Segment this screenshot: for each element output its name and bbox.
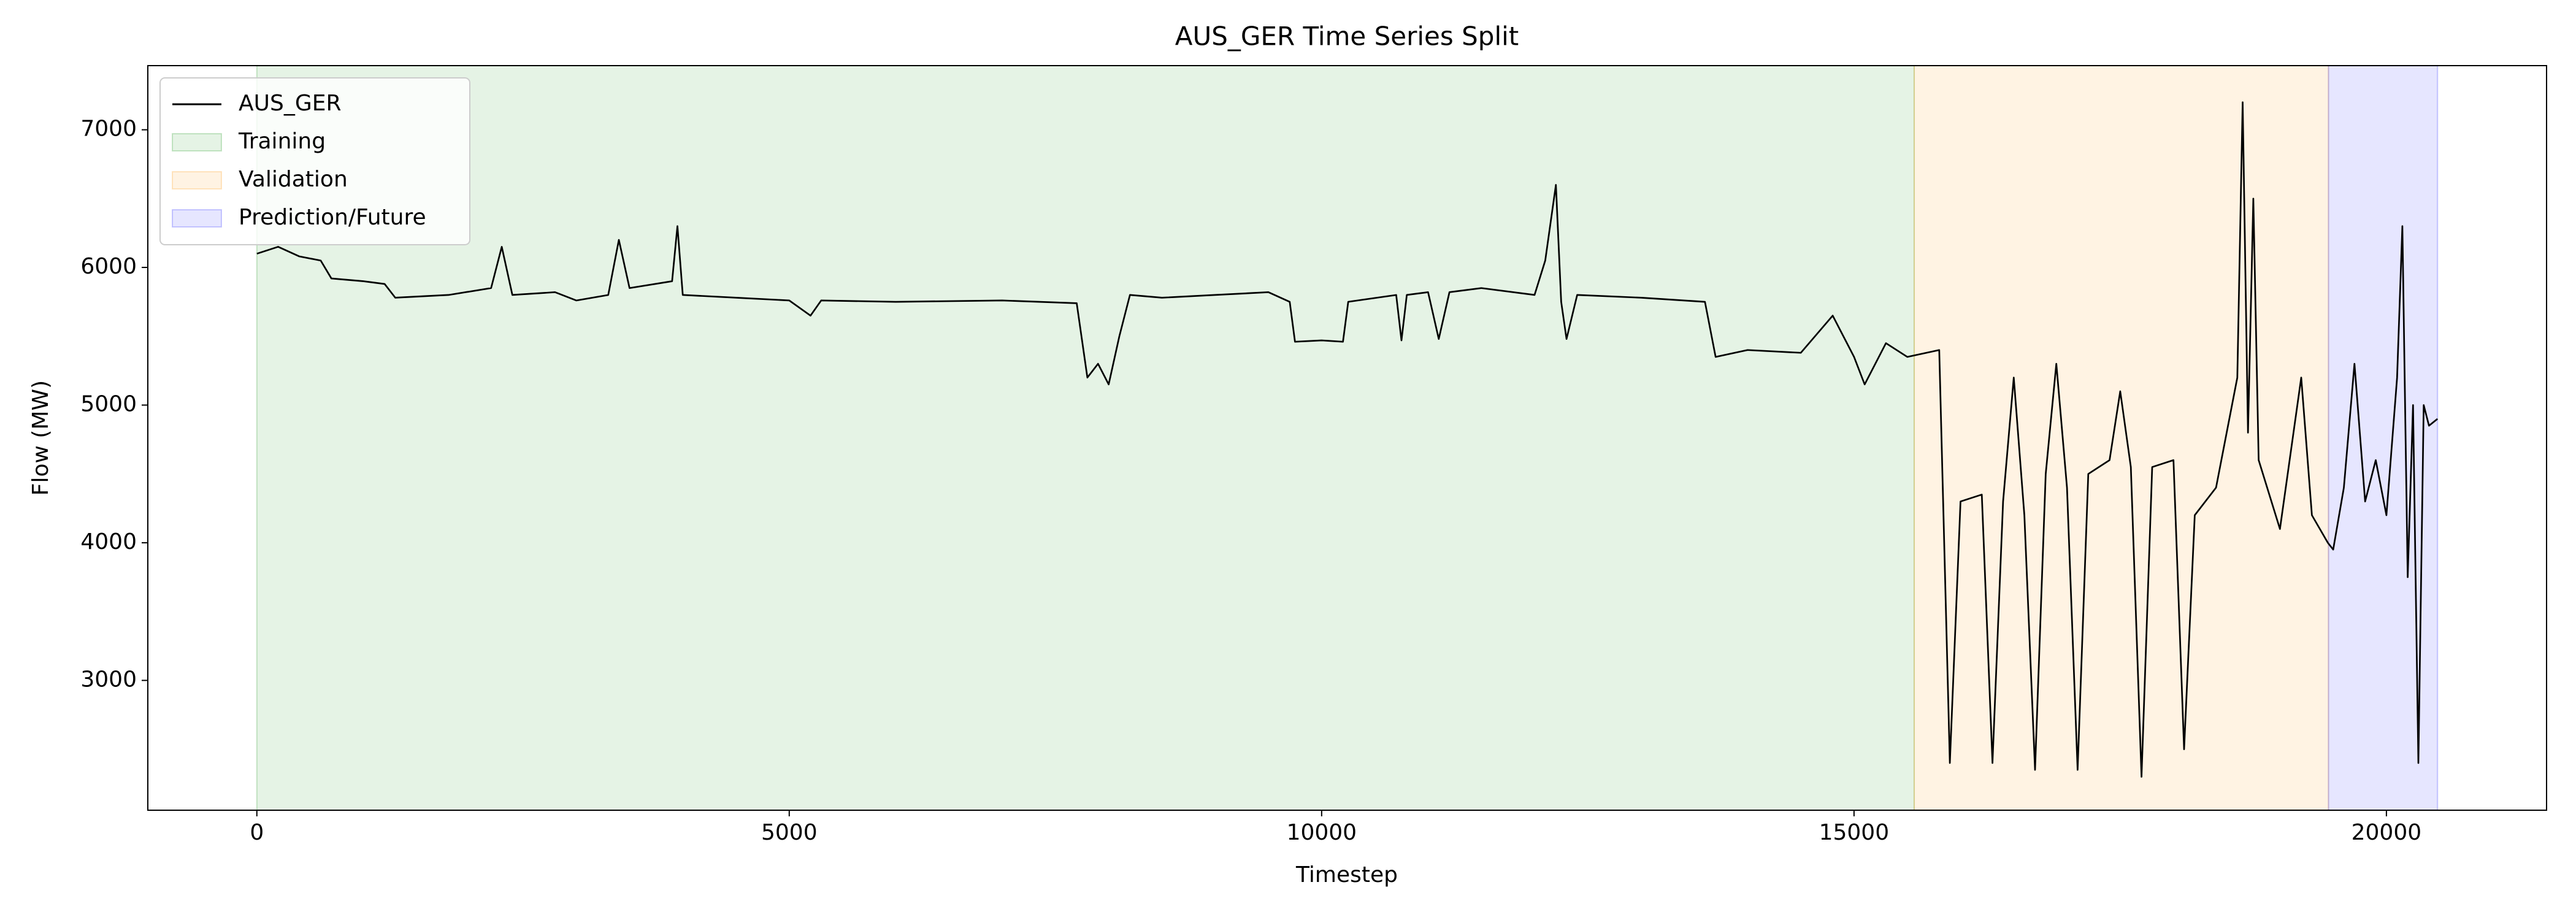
span-region [1913,65,2329,811]
y-axis-label: Flow (MW) [28,380,53,496]
y-tick-label: 6000 [80,254,137,279]
x-tick-label: 15000 [1819,820,1890,845]
legend-box [159,77,470,245]
y-tick-label: 4000 [80,529,137,554]
x-axis-label: Timestep [1295,862,1398,887]
x-tick-label: 5000 [761,820,818,845]
legend-label: AUS_GER [239,91,341,116]
y-tick-label: 7000 [80,117,137,142]
y-tick-label: 3000 [80,667,137,692]
x-tick-label: 20000 [2352,820,2422,845]
legend-swatch [172,171,222,190]
legend-label: Prediction/Future [239,205,426,230]
chart-title: AUS_GER Time Series Split [1175,21,1519,52]
legend-swatch [172,133,222,151]
span-region [256,65,1915,811]
plot-frame [147,65,2547,811]
legend-label: Validation [239,167,348,192]
y-tick-label: 5000 [80,391,137,416]
x-tick-label: 10000 [1287,820,1357,845]
legend-label: Training [238,129,326,154]
legend-swatch [172,209,222,228]
x-tick-label: 0 [250,820,264,845]
span-region [2328,65,2439,811]
series-line [256,101,2439,778]
